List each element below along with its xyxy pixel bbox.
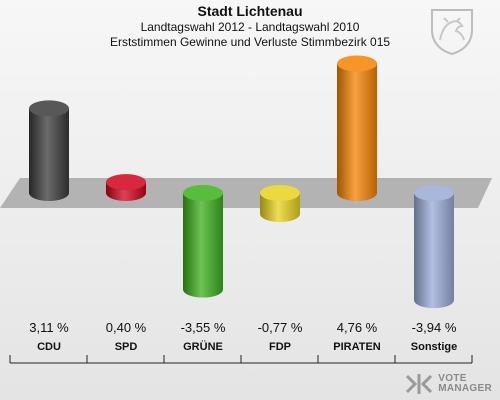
chart-subtitle-1: Landtagswahl 2012 - Landtagswahl 2010 xyxy=(140,20,360,34)
bar-body xyxy=(183,193,223,298)
bar-top xyxy=(337,55,377,72)
bar-fdp xyxy=(260,185,300,222)
bar-top xyxy=(29,100,69,117)
category-label-sonstige: Sonstige xyxy=(411,341,457,353)
bar-piraten xyxy=(337,55,377,201)
bar-spd xyxy=(106,174,146,201)
bar-body xyxy=(260,193,300,222)
bar-body xyxy=(337,63,377,201)
value-label-fdp: -0,77 % xyxy=(258,320,303,335)
bar-top xyxy=(414,185,454,201)
chart-title: Stadt Lichtenau xyxy=(197,3,303,19)
category-label-fdp: FDP xyxy=(269,341,291,353)
vote-manager-watermark: VOTE MANAGER xyxy=(404,372,492,396)
bar-top xyxy=(106,174,146,191)
bar-top xyxy=(183,185,223,201)
bar-cdu xyxy=(29,100,69,201)
value-label-cdu: 3,11 % xyxy=(29,320,69,335)
value-label-spd: 0,40 % xyxy=(106,320,147,335)
watermark-line-1: VOTE xyxy=(438,373,467,384)
watermark-line-2: MANAGER xyxy=(438,383,492,394)
vote-manager-logo-icon xyxy=(406,374,433,394)
bar-top xyxy=(260,185,300,201)
category-label-piraten: PIRATEN xyxy=(333,341,381,353)
value-label-grüne: -3,55 % xyxy=(181,320,226,335)
value-label-piraten: 4,76 % xyxy=(337,320,378,335)
bar-body xyxy=(29,108,69,201)
chart-header: Stadt Lichtenau Landtagswahl 2012 - Land… xyxy=(0,3,500,50)
bar-sonstige xyxy=(414,185,454,309)
bar-grüne xyxy=(183,185,223,298)
value-label-sonstige: -3,94 % xyxy=(412,320,457,335)
coat-of-arms-icon xyxy=(431,9,473,56)
chart-subtitle-2: Erststimmen Gewinne und Verluste Stimmbe… xyxy=(109,35,391,49)
bar-body xyxy=(414,193,454,309)
category-label-grüne: GRÜNE xyxy=(183,340,223,353)
category-label-cdu: CDU xyxy=(37,341,61,353)
category-label-spd: SPD xyxy=(115,341,138,353)
